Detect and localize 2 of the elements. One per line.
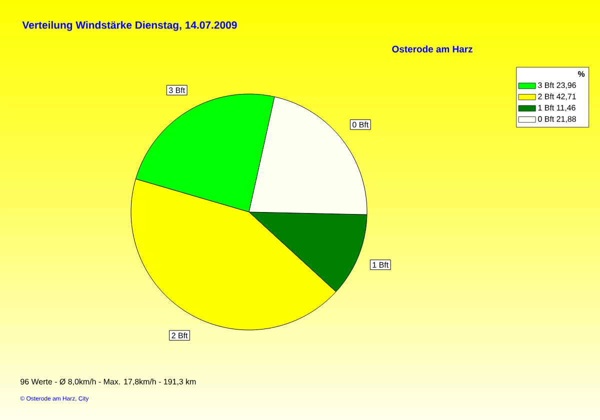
chart-title: Verteilung Windstärke Dienstag, 14.07.2009 — [22, 21, 237, 31]
chart-subtitle: Osterode am Harz — [392, 46, 472, 52]
